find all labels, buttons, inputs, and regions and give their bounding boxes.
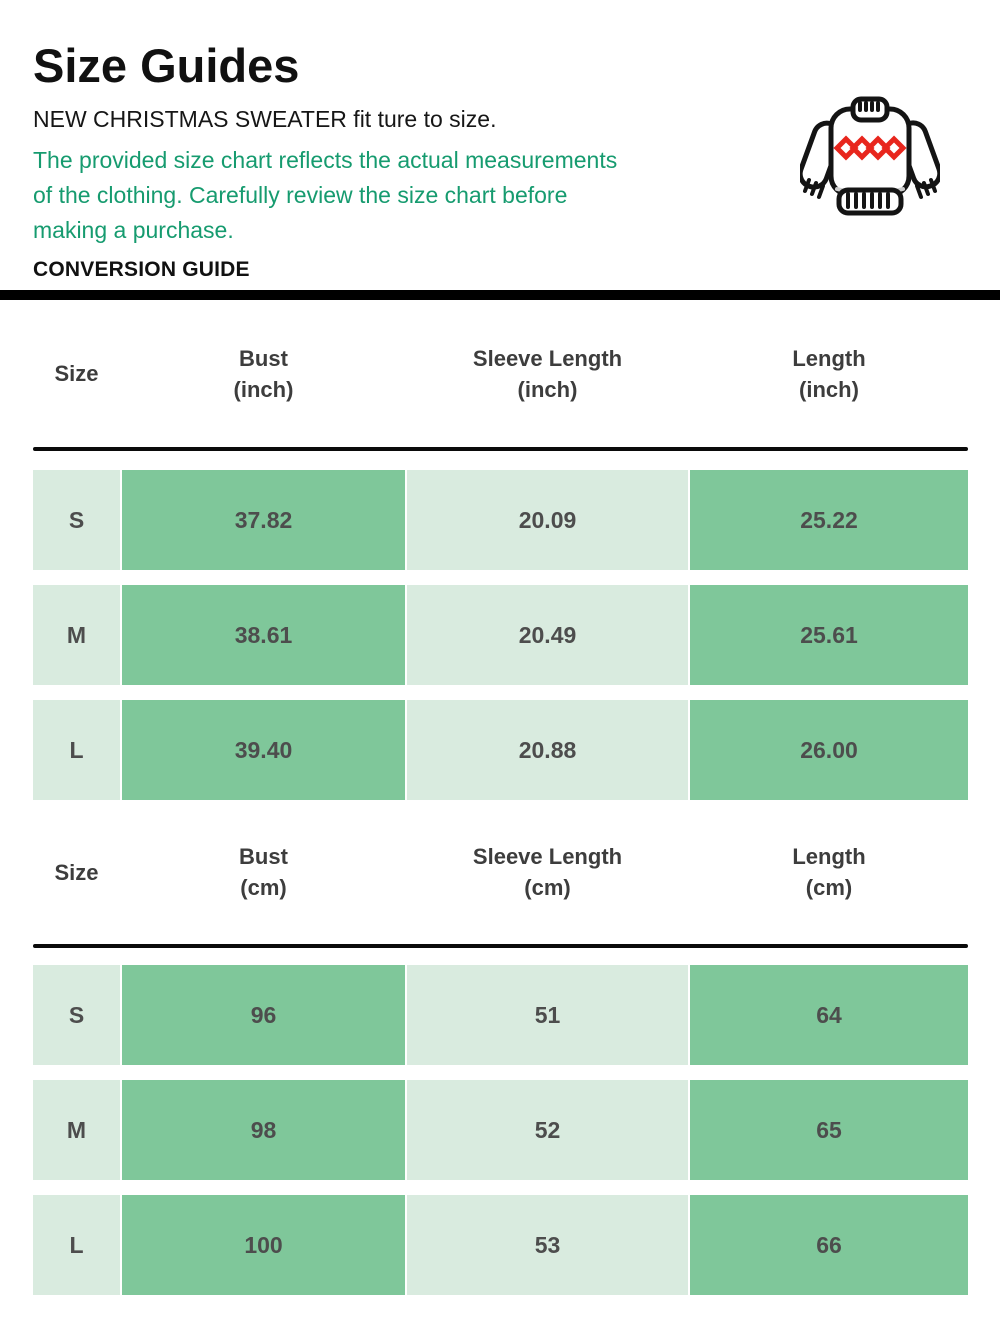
column-header-label: Length (792, 844, 866, 869)
column-header-label: Size (54, 859, 99, 885)
table-header-inch: Size Bust (inch) Sleeve Length (inch) Le… (33, 300, 968, 447)
size-cell: L (33, 1195, 120, 1295)
length-cell: 25.61 (690, 585, 968, 685)
description-line: of the clothing. Carefully review the si… (33, 182, 568, 208)
column-header-unit: (cm) (805, 875, 853, 900)
column-header-label: Size (54, 361, 99, 386)
length-cell: 25.22 (690, 470, 968, 570)
table-header-cm: Size Bust (cm) Sleeve Length (cm) Length… (33, 800, 968, 944)
length-cell: 26.00 (690, 700, 968, 800)
table-body-cm: S 96 51 64 M 98 52 65 L 100 53 66 (33, 948, 968, 1295)
size-chart-description: The provided size chart reflects the act… (33, 143, 967, 248)
column-header-size: Size (33, 358, 120, 389)
table-row: M 38.61 20.49 25.61 (33, 585, 968, 685)
bust-cell: 39.40 (122, 700, 405, 800)
sleeve-length-cell: 20.88 (407, 700, 688, 800)
bust-cell: 37.82 (122, 470, 405, 570)
header-divider (33, 944, 968, 948)
length-cell: 64 (690, 965, 968, 1065)
header-divider (33, 447, 968, 451)
intro-section: Size Guides NEW CHRISTMAS SWEATER fit tu… (0, 0, 1000, 290)
table-row: M 98 52 65 (33, 1080, 968, 1180)
length-cell: 65 (690, 1080, 968, 1180)
conversion-guide-label: CONVERSION GUIDE (33, 258, 250, 281)
column-header-unit: (inch) (799, 376, 859, 402)
length-cell: 66 (690, 1195, 968, 1295)
column-header-sleeve-length: Sleeve Length (inch) (407, 343, 688, 405)
column-header-unit: (inch) (233, 376, 294, 402)
sleeve-length-cell: 53 (407, 1195, 688, 1295)
fit-note: NEW CHRISTMAS SWEATER fit ture to size. (33, 106, 497, 132)
description-line: The provided size chart reflects the act… (33, 147, 618, 173)
column-header-label: Sleeve Length (472, 844, 623, 869)
size-cell: L (33, 700, 120, 800)
size-cell: M (33, 1080, 120, 1180)
column-header-length: Length (inch) (690, 343, 968, 405)
table-row: S 37.82 20.09 25.22 (33, 470, 968, 570)
column-header-length: Length (cm) (690, 841, 968, 903)
column-header-unit: (cm) (240, 875, 287, 900)
column-header-label: Sleeve Length (472, 345, 623, 371)
size-cell: S (33, 470, 120, 570)
column-header-size: Size (33, 857, 120, 888)
sleeve-length-cell: 20.49 (407, 585, 688, 685)
sleeve-length-cell: 20.09 (407, 470, 688, 570)
bust-cell: 96 (122, 965, 405, 1065)
column-header-sleeve-length: Sleeve Length (cm) (407, 841, 688, 903)
bust-cell: 100 (122, 1195, 405, 1295)
table-row: L 100 53 66 (33, 1195, 968, 1295)
column-header-label: Bust (239, 345, 288, 371)
table-body-inch: S 37.82 20.09 25.22 M 38.61 20.49 25.61 … (33, 451, 968, 800)
christmas-sweater-icon (797, 96, 943, 222)
top-divider (0, 290, 1000, 300)
conversion-tables: Size Bust (inch) Sleeve Length (inch) Le… (0, 300, 1000, 1295)
sleeve-length-cell: 51 (407, 965, 688, 1065)
column-header-bust: Bust (inch) (122, 343, 405, 405)
column-header-unit: (inch) (517, 376, 578, 402)
description-line: making a purchase. (33, 217, 234, 243)
table-row: L 39.40 20.88 26.00 (33, 700, 968, 800)
column-header-unit: (cm) (524, 875, 571, 900)
column-header-label: Bust (239, 844, 288, 869)
size-cell: M (33, 585, 120, 685)
sleeve-length-cell: 52 (407, 1080, 688, 1180)
column-header-bust: Bust (cm) (122, 841, 405, 903)
bust-cell: 38.61 (122, 585, 405, 685)
page-title: Size Guides (33, 39, 300, 92)
size-cell: S (33, 965, 120, 1065)
column-header-label: Length (792, 345, 866, 371)
size-guide-page: Size Guides NEW CHRISTMAS SWEATER fit tu… (0, 0, 1000, 1295)
table-row: S 96 51 64 (33, 965, 968, 1065)
bust-cell: 98 (122, 1080, 405, 1180)
